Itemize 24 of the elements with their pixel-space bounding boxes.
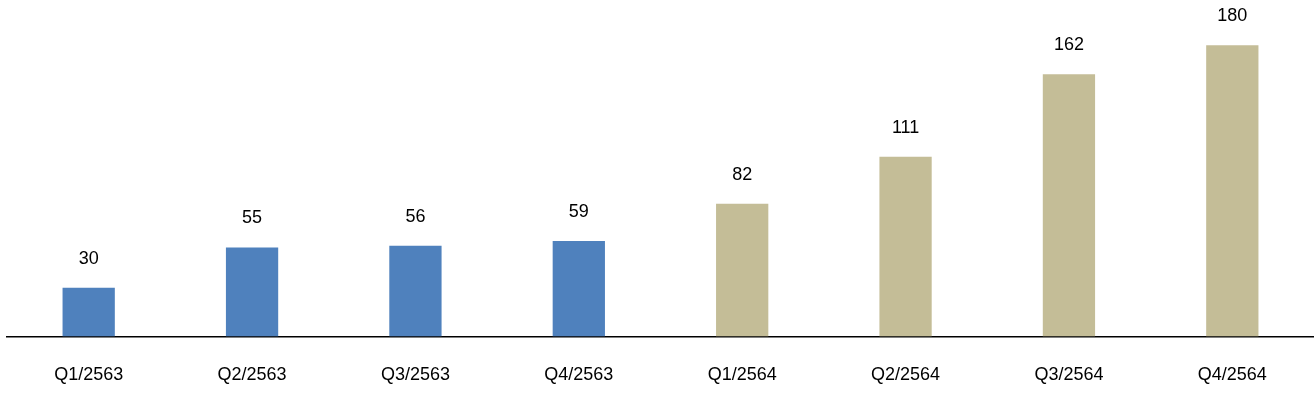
bar (62, 287, 115, 337)
data-label: 30 (78, 247, 99, 268)
x-tick-label: Q3/2564 (1034, 364, 1104, 385)
data-label: 82 (732, 163, 753, 184)
data-label: 55 (242, 207, 263, 228)
data-label: 56 (405, 205, 426, 226)
x-tick-label: Q1/2564 (707, 364, 777, 385)
x-tick-label: Q4/2563 (544, 364, 614, 385)
bar (1206, 45, 1259, 337)
data-label: 180 (1217, 5, 1248, 26)
bar (552, 240, 605, 337)
x-tick-label: Q2/2563 (217, 364, 287, 385)
data-label: 59 (568, 200, 589, 221)
x-tick-label: Q1/2563 (54, 364, 124, 385)
bar (1042, 74, 1096, 337)
bar (879, 156, 932, 337)
bar (716, 203, 769, 337)
data-label: 111 (891, 116, 920, 137)
data-label: 162 (1053, 34, 1084, 55)
x-tick-label: Q2/2564 (871, 364, 941, 385)
bar (389, 245, 442, 337)
x-tick-label: Q3/2563 (380, 364, 450, 385)
x-tick-label: Q4/2564 (1197, 364, 1267, 385)
bar (225, 247, 279, 337)
